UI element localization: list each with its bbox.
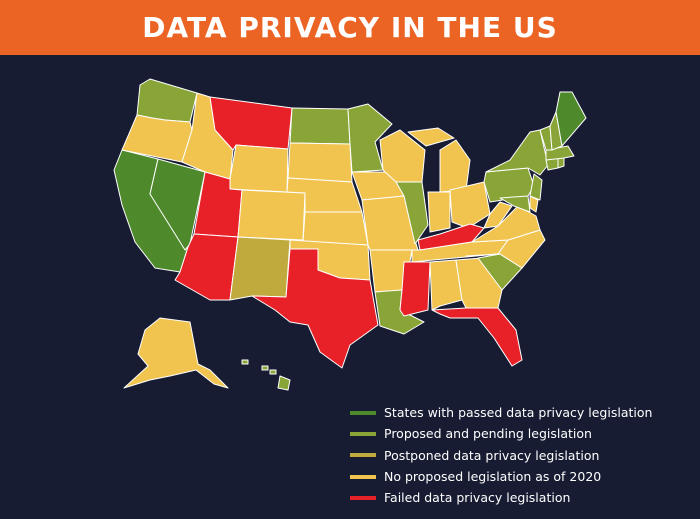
state-michigan-upper	[407, 127, 455, 147]
state-south-dakota	[287, 142, 353, 183]
legend-swatch	[350, 474, 376, 479]
state-alaska	[123, 317, 229, 389]
legend-swatch	[350, 453, 376, 458]
state-alabama	[429, 259, 463, 311]
legend-label: No proposed legislation as of 2020	[384, 469, 602, 485]
page-title: DATA PRIVACY IN THE US	[142, 11, 558, 44]
state-washington	[136, 78, 198, 123]
state-wyoming	[229, 144, 289, 193]
state-delaware	[529, 195, 539, 213]
legend-label: Failed data privacy legislation	[384, 490, 571, 506]
legend-label: Postponed data privacy legislation	[384, 447, 600, 463]
legend-item: States with passed data privacy legislat…	[350, 402, 690, 423]
state-kansas	[302, 211, 369, 246]
legend-swatch	[350, 410, 376, 415]
state-texas	[251, 248, 379, 369]
state-new-jersey	[529, 173, 543, 201]
state-maine	[555, 91, 587, 147]
state-indiana	[427, 191, 451, 233]
state-north-dakota	[289, 107, 351, 145]
legend-label: States with passed data privacy legislat…	[384, 405, 653, 421]
state-west-virginia	[483, 201, 513, 229]
legend-item: Proposed and pending legislation	[350, 423, 690, 444]
legend-swatch	[350, 495, 376, 500]
state-north-carolina	[465, 229, 546, 269]
legend-label: Proposed and pending legislation	[384, 426, 592, 442]
state-mississippi	[399, 261, 431, 317]
state-ohio	[449, 181, 491, 229]
us-map	[113, 78, 587, 391]
state-colorado	[237, 189, 306, 241]
legend-swatch	[350, 431, 376, 436]
legend-item: No proposed legislation as of 2020	[350, 466, 690, 487]
legend-item: Postponed data privacy legislation	[350, 445, 690, 466]
state-minnesota	[347, 103, 393, 173]
state-hawaii	[277, 375, 291, 391]
legend: States with passed data privacy legislat…	[350, 402, 690, 508]
state-rhode-island	[557, 157, 565, 169]
state-new-york	[485, 129, 549, 176]
state-hawaii-islands	[241, 359, 277, 375]
state-new-mexico	[229, 236, 291, 301]
state-michigan	[439, 139, 471, 193]
title-banner: DATA PRIVACY IN THE US	[0, 0, 700, 55]
state-illinois	[395, 181, 429, 245]
state-maryland	[499, 195, 531, 213]
state-florida	[431, 307, 523, 367]
legend-item: Failed data privacy legislation	[350, 487, 690, 508]
